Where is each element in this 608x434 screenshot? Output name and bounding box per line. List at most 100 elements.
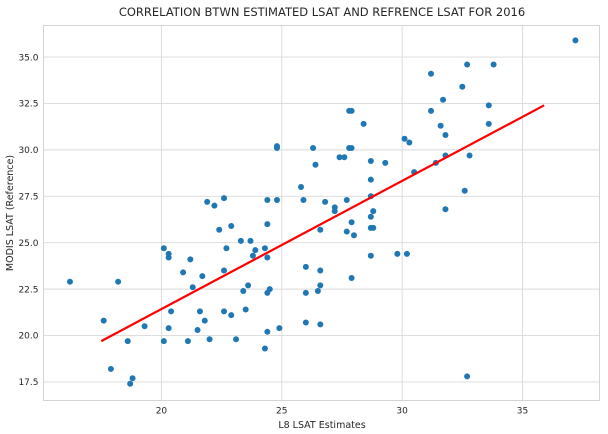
data-point <box>343 228 350 235</box>
data-point <box>317 267 324 274</box>
x-axis-ticks: 20 25 30 35 <box>156 407 528 417</box>
x-tick-label: 25 <box>276 407 287 417</box>
data-point <box>312 161 319 168</box>
data-point <box>165 254 172 261</box>
data-point <box>317 282 324 289</box>
data-point <box>302 263 309 270</box>
data-point <box>264 197 271 204</box>
data-point <box>100 317 107 324</box>
data-point <box>273 197 280 204</box>
regression-line-group <box>100 104 545 343</box>
data-point <box>249 252 256 259</box>
data-point <box>264 328 271 335</box>
data-point <box>336 154 343 161</box>
data-point <box>428 107 435 114</box>
data-point <box>367 176 374 183</box>
y-tick-label: 27.5 <box>18 192 38 202</box>
data-point <box>485 102 492 109</box>
data-point <box>464 61 471 68</box>
data-point <box>370 208 377 215</box>
data-points <box>66 37 579 387</box>
data-point <box>124 338 131 345</box>
data-point <box>199 273 206 280</box>
data-point <box>223 245 230 252</box>
data-point <box>360 120 367 127</box>
data-point <box>367 252 374 259</box>
data-point <box>485 120 492 127</box>
data-point <box>160 338 167 345</box>
data-point <box>184 338 191 345</box>
data-point <box>206 336 213 343</box>
data-point <box>367 213 374 220</box>
data-point <box>341 154 348 161</box>
data-point <box>403 250 410 257</box>
data-point <box>264 221 271 228</box>
y-tick-label: 25.0 <box>18 239 38 249</box>
data-point <box>367 158 374 165</box>
data-point <box>572 37 579 44</box>
data-point <box>382 159 389 166</box>
data-point <box>350 232 357 239</box>
data-point <box>466 152 473 159</box>
data-point <box>264 254 271 261</box>
data-point <box>228 222 235 229</box>
data-point <box>266 286 273 293</box>
data-point <box>221 195 228 202</box>
data-point <box>442 206 449 213</box>
data-point <box>261 245 268 252</box>
data-point <box>314 287 321 294</box>
x-tick-label: 35 <box>517 407 528 417</box>
x-axis-label: L8 LSAT Estimates <box>278 420 365 431</box>
data-point <box>247 237 254 244</box>
data-point <box>168 308 175 315</box>
grid <box>43 25 600 401</box>
data-point <box>107 365 114 372</box>
data-point <box>331 208 338 215</box>
x-tick-label: 30 <box>396 407 408 417</box>
data-point <box>240 287 247 294</box>
y-tick-label: 20.0 <box>18 332 38 342</box>
data-point <box>317 321 324 328</box>
y-axis-ticks: 17.5 20.0 22.5 25.0 27.5 30.0 32.5 35.0 <box>18 53 38 388</box>
data-point <box>228 312 235 319</box>
y-tick-label: 30.0 <box>18 146 38 156</box>
data-point <box>298 184 305 191</box>
y-tick-label: 17.5 <box>18 378 38 388</box>
data-point <box>276 325 283 332</box>
data-point <box>459 83 466 90</box>
data-point <box>66 278 73 285</box>
data-point <box>348 107 355 114</box>
data-point <box>442 132 449 139</box>
data-point <box>322 198 329 205</box>
data-point <box>180 269 187 276</box>
data-point <box>237 237 244 244</box>
data-point <box>437 122 444 129</box>
data-point <box>189 284 196 291</box>
data-point <box>300 197 307 204</box>
y-axis-label: MODIS LSAT (Reference) <box>5 155 16 271</box>
data-point <box>394 250 401 257</box>
data-point <box>187 256 194 263</box>
data-point <box>348 274 355 281</box>
plot-frame <box>43 25 600 401</box>
data-point <box>129 375 136 382</box>
data-point <box>490 61 497 68</box>
data-point <box>461 187 468 194</box>
data-point <box>233 336 240 343</box>
data-point <box>348 145 355 152</box>
data-point <box>343 197 350 204</box>
data-point <box>196 308 203 315</box>
data-point <box>242 306 249 313</box>
data-point <box>261 345 268 352</box>
data-point <box>221 267 228 274</box>
data-point <box>216 226 223 233</box>
chart-title: CORRELATION BTWN ESTIMATED LSAT AND REFR… <box>119 5 525 19</box>
data-point <box>201 317 208 324</box>
data-point <box>406 139 413 146</box>
y-tick-label: 22.5 <box>18 285 38 295</box>
data-point <box>252 247 259 254</box>
data-point <box>302 319 309 326</box>
regression-line <box>100 104 545 343</box>
data-point <box>245 282 252 289</box>
